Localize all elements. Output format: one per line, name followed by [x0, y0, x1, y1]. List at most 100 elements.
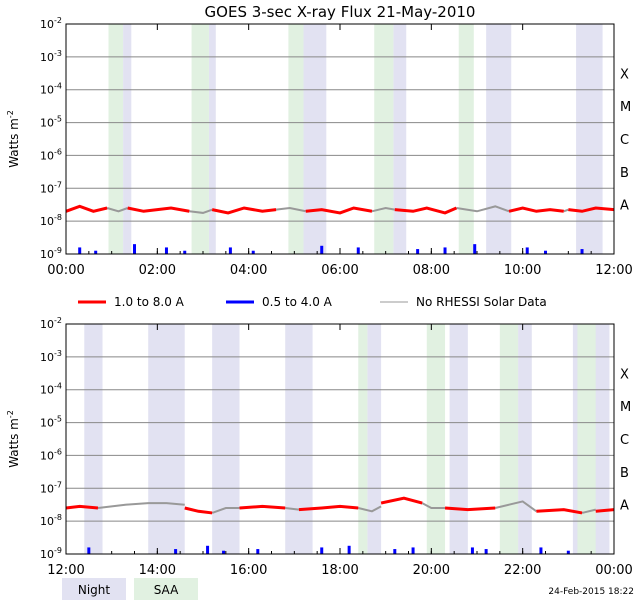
no-data-line	[275, 206, 306, 213]
legend-label: 0.5 to 4.0 A	[262, 295, 333, 309]
long-channel-line	[298, 504, 359, 512]
footer: Night SAA 24-Feb-2015 18:22	[62, 578, 634, 600]
flare-class-label: A	[620, 199, 629, 214]
y-tick-label: 10-5	[40, 115, 62, 130]
long-channel-line	[211, 206, 277, 215]
no-data-line	[421, 502, 446, 509]
x-tick-label: 18:00	[321, 563, 358, 578]
flare-class-label: B	[620, 466, 629, 481]
long-channel-line	[394, 206, 458, 215]
no-data-line	[371, 206, 395, 213]
legend-label: 1.0 to 8.0 A	[114, 295, 185, 309]
long-channel-line	[65, 204, 108, 213]
saa-legend-swatch	[134, 578, 198, 600]
night-legend-label: Night	[78, 583, 111, 597]
y-tick-label: 10-3	[40, 49, 62, 64]
legend: 1.0 to 8.0 A 0.5 to 4.0 A No RHESSI Solar …	[78, 295, 547, 309]
night-band	[123, 24, 132, 254]
y-tick-label: 10-8	[40, 213, 62, 228]
y-tick-label: 10-9	[40, 246, 62, 261]
saa-band	[108, 24, 124, 254]
y-tick-label: 10-2	[40, 16, 62, 31]
saa-band	[374, 24, 394, 254]
no-data-line	[495, 500, 537, 513]
night-band	[212, 324, 240, 554]
y-tick-label: 10-4	[40, 82, 62, 97]
y-tick-label: 10-3	[40, 349, 62, 364]
long-channel-line	[184, 506, 213, 515]
long-channel-line	[127, 206, 190, 213]
no-data-line	[211, 507, 240, 514]
x-tick-label: 16:00	[230, 563, 267, 578]
x-tick-label: 08:00	[413, 263, 450, 278]
y-tick-label: 10-8	[40, 513, 62, 528]
no-data-line	[456, 205, 510, 213]
legend-label: No RHESSI Solar Data	[416, 295, 547, 309]
x-tick-label: 12:00	[47, 563, 84, 578]
flare-class-label: M	[620, 100, 631, 115]
long-channel-line	[595, 508, 615, 513]
saa-band	[288, 24, 304, 254]
no-data-line	[189, 208, 213, 214]
night-band	[393, 24, 407, 254]
y-axis-label: Watts m-2	[6, 110, 21, 168]
night-band	[285, 324, 313, 554]
night-band	[303, 24, 327, 254]
night-legend-swatch	[62, 578, 126, 600]
flare-class-label: C	[620, 433, 629, 448]
y-tick-label: 10-6	[40, 447, 62, 462]
y-tick-label: 10-7	[40, 480, 62, 495]
y-axis-label: Watts m-2	[6, 410, 21, 468]
x-tick-label: 00:00	[47, 263, 84, 278]
x-tick-label: 22:00	[504, 563, 541, 578]
plot-frame	[65, 23, 615, 255]
no-data-line	[285, 507, 300, 511]
no-data-line	[563, 208, 569, 213]
long-channel-line	[568, 206, 615, 213]
y-tick-label: 10-5	[40, 415, 62, 430]
long-channel-line	[536, 508, 583, 515]
upper-flux-chart: GOES 3-sec X-ray Flux 21-May-2010 10-9 10-…	[6, 3, 633, 278]
night-band	[576, 24, 603, 254]
no-data-line	[581, 508, 596, 514]
night-band	[367, 324, 382, 554]
saa-legend-label: SAA	[154, 583, 179, 597]
saa-band	[499, 324, 519, 554]
long-channel-line	[444, 506, 496, 512]
x-tick-label: 20:00	[413, 563, 450, 578]
flare-class-label: X	[620, 367, 629, 382]
saa-band	[426, 324, 446, 554]
x-tick-label: 12:00	[595, 263, 632, 278]
saa-band	[577, 324, 596, 554]
y-tick-label: 10-6	[40, 147, 62, 162]
no-data-line	[97, 502, 185, 509]
saa-band	[458, 24, 474, 254]
y-tick-label: 10-7	[40, 180, 62, 195]
flare-class-label: C	[620, 133, 629, 148]
no-data-line	[106, 207, 128, 213]
x-tick-label: 02:00	[139, 263, 176, 278]
lower-flux-chart: 10-9 10-8 10-7 10-6 10-5 10-4 10-3 10-2 Watts m-…	[6, 316, 633, 578]
night-band	[208, 24, 216, 254]
saa-band	[358, 324, 368, 554]
night-band	[518, 324, 532, 554]
night-band	[486, 24, 512, 254]
no-data-line	[358, 505, 382, 513]
night-band	[449, 324, 468, 554]
x-tick-label: 14:00	[139, 563, 176, 578]
long-channel-line	[380, 496, 423, 505]
flare-class-label: B	[620, 166, 629, 181]
saa-band	[191, 24, 209, 254]
night-band	[84, 324, 103, 554]
night-band	[148, 324, 185, 554]
y-tick-label: 10-9	[40, 546, 62, 561]
y-tick-label: 10-4	[40, 382, 62, 397]
x-tick-label: 06:00	[321, 263, 358, 278]
flare-class-label: A	[620, 499, 629, 514]
x-tick-label: 10:00	[504, 263, 541, 278]
y-tick-label: 10-2	[40, 316, 62, 331]
long-channel-line	[508, 206, 564, 213]
x-tick-label: 04:00	[230, 263, 267, 278]
long-channel-line	[239, 504, 286, 510]
